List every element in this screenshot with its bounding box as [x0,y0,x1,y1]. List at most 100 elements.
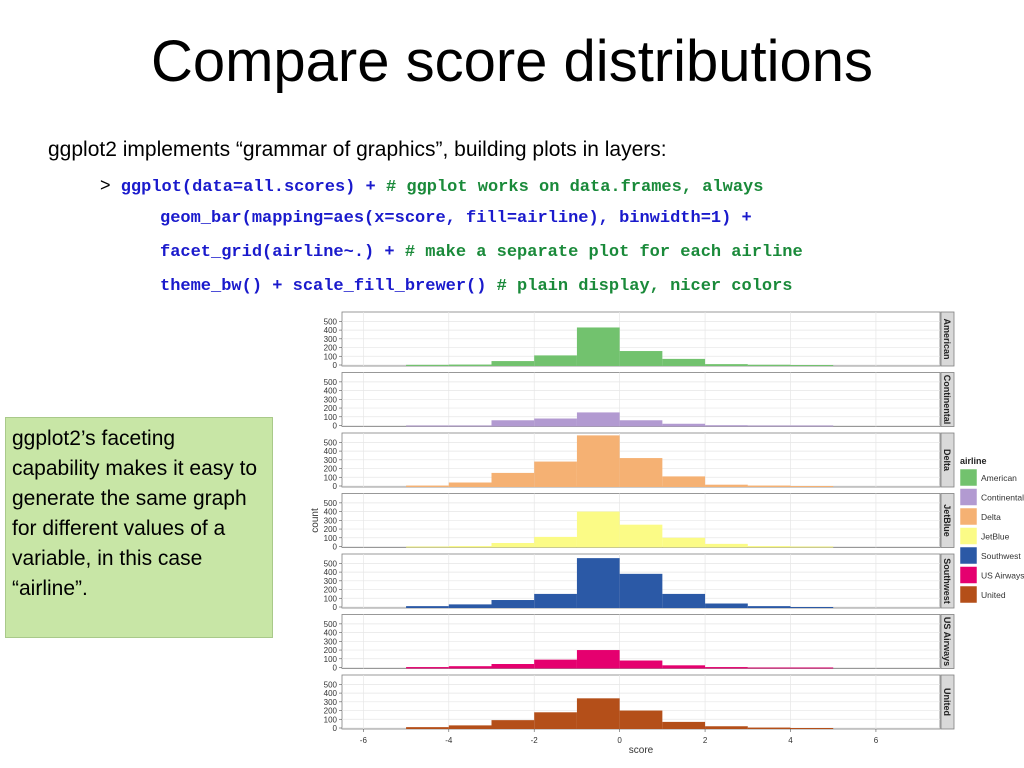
bar-united [705,726,748,729]
facet-strip [940,311,955,367]
y-tick-label: 500 [324,378,338,387]
legend-label: Delta [981,512,1001,522]
bar-continental [576,412,620,427]
code-1: ggplot(data=all.scores) + [120,178,386,197]
y-tick-label: 0 [333,603,338,612]
y-tick-label: 500 [324,559,338,568]
bar-us-airways [448,666,492,669]
bar-united [662,721,706,729]
legend-swatch [959,507,978,526]
y-tick-label: 0 [333,664,338,673]
code-line-1: > ggplot(data=all.scores) + # ggplot wor… [100,175,763,197]
facet-strip [940,553,955,609]
x-tick-label: 6 [874,736,879,745]
y-tick-label: 200 [324,344,338,353]
bar-jetblue [747,546,791,548]
y-tick-label: 100 [324,715,338,724]
bar-delta [619,458,663,487]
bar-southwest [705,603,748,608]
bar-continental [534,418,577,427]
y-tick-label: 500 [324,499,338,508]
bar-continental [790,425,834,427]
bar-southwest [747,606,791,608]
y-tick-label: 300 [324,335,338,344]
facet-label: Continental [942,375,952,425]
code-comment-1: # ggplot works on data.frames, always [385,178,764,197]
bar-southwest [619,573,663,608]
y-tick-label: 500 [324,620,338,629]
bar-jetblue [705,543,748,548]
bar-southwest [491,600,535,608]
bar-united [790,728,834,729]
y-tick-label: 100 [324,352,338,361]
y-tick-label: 200 [324,707,338,716]
bar-american [491,361,535,366]
facet-strip [940,493,955,548]
y-tick-label: 400 [324,689,338,698]
bar-delta [534,461,577,487]
legend-swatch [959,585,978,604]
legend-swatch [959,488,978,506]
bar-united [491,720,535,729]
code-2: geom_bar(mapping=aes(x=score, fill=airli… [160,209,752,228]
bar-southwest [662,593,706,608]
y-tick-label: 0 [333,482,338,491]
bar-us-airways [491,664,535,669]
y-tick-label: 100 [324,413,338,422]
bar-us-airways [790,667,834,669]
legend-label: Continental [981,493,1024,503]
x-tick-label: 0 [617,736,622,745]
facet-strip [940,674,955,730]
bar-jetblue [576,511,620,548]
bar-us-airways [534,659,577,669]
bar-jetblue [491,543,535,548]
y-tick-label: 100 [324,534,338,543]
y-tick-label: 100 [324,655,338,664]
bar-jetblue [448,546,492,548]
bar-delta [491,472,535,487]
facet-strip [940,432,955,488]
bar-united [534,712,577,729]
bar-delta [662,476,706,487]
bar-jetblue [534,536,577,548]
bar-us-airways [705,667,748,669]
bar-united [406,727,449,729]
y-tick-label: 400 [324,629,338,638]
bar-southwest [534,593,577,608]
bar-jetblue [619,524,663,548]
bar-united [576,698,620,729]
code-comment-4: # plain display, nicer colors [496,277,793,296]
bar-delta [790,486,834,487]
code-line-3: facet_grid(airline~.) + # make a separat… [160,243,803,262]
y-tick-label: 200 [324,404,338,413]
y-axis-label: count [310,508,321,533]
y-tick-label: 300 [324,395,338,404]
x-tick-label: 4 [788,736,793,745]
bar-us-airways [576,650,620,669]
bar-delta [576,435,620,487]
x-axis-label: score [629,745,654,756]
bar-jetblue [662,537,706,548]
bar-delta [747,485,791,487]
bar-continental [406,425,449,427]
facet-strip [940,372,955,427]
facet-strip [940,614,955,669]
y-tick-label: 400 [324,508,338,517]
code-4: theme_bw() + scale_fill_brewer() [160,277,497,296]
bar-continental [747,425,791,427]
bar-united [619,710,663,729]
legend-swatch [959,566,978,584]
bar-american [406,364,449,366]
y-tick-label: 400 [324,447,338,456]
y-tick-label: 200 [324,465,338,474]
legend-label: Southwest [981,551,1021,561]
bar-southwest [406,606,449,608]
bar-continental [705,425,748,427]
x-tick-label: 2 [703,736,708,745]
bar-continental [662,423,706,427]
legend-swatch [959,527,978,545]
code-comment-3: # make a separate plot for each airline [404,243,803,262]
y-tick-label: 200 [324,525,338,534]
bar-southwest [576,558,620,608]
legend-swatch [959,468,978,487]
